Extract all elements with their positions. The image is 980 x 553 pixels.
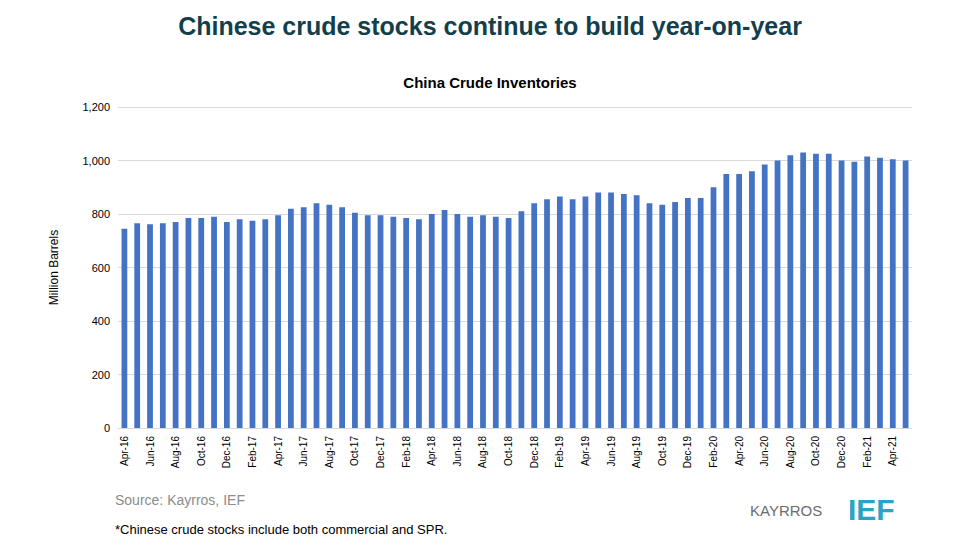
svg-text:Jun-20: Jun-20: [759, 436, 770, 467]
svg-text:Million Barrels: Million Barrels: [47, 230, 61, 305]
svg-text:400: 400: [92, 315, 110, 327]
svg-text:KAYRROS: KAYRROS: [750, 502, 822, 519]
svg-text:Jun-19: Jun-19: [606, 436, 617, 467]
svg-text:Feb-19: Feb-19: [554, 436, 565, 468]
svg-text:Aug-20: Aug-20: [785, 436, 796, 469]
svg-text:Apr-18: Apr-18: [426, 436, 437, 466]
svg-text:Source: Kayrros, IEF: Source: Kayrros, IEF: [115, 492, 245, 508]
svg-text:Jun-18: Jun-18: [452, 436, 463, 467]
svg-text:Oct-20: Oct-20: [810, 436, 821, 466]
svg-text:600: 600: [92, 262, 110, 274]
svg-text:Aug-19: Aug-19: [631, 436, 642, 469]
svg-text:Aug-17: Aug-17: [324, 436, 335, 469]
svg-text:*Chinese crude stocks include: *Chinese crude stocks include both comme…: [115, 522, 447, 537]
svg-text:Apr-20: Apr-20: [734, 436, 745, 466]
svg-text:Feb-18: Feb-18: [401, 436, 412, 468]
svg-text:Jun-17: Jun-17: [298, 436, 309, 467]
svg-text:1,200: 1,200: [82, 101, 110, 113]
svg-text:Dec-20: Dec-20: [836, 436, 847, 469]
svg-text:800: 800: [92, 208, 110, 220]
svg-text:Oct-16: Oct-16: [196, 436, 207, 466]
svg-text:Dec-17: Dec-17: [375, 436, 386, 469]
svg-text:1,000: 1,000: [82, 155, 110, 167]
svg-text:Feb-21: Feb-21: [862, 436, 873, 468]
svg-text:Jun-16: Jun-16: [145, 436, 156, 467]
svg-text:Apr-19: Apr-19: [580, 436, 591, 466]
svg-text:Apr-17: Apr-17: [273, 436, 284, 466]
svg-text:Feb-17: Feb-17: [247, 436, 258, 468]
svg-text:Dec-16: Dec-16: [221, 436, 232, 469]
svg-text:Aug-16: Aug-16: [170, 436, 181, 469]
svg-text:Chinese crude stocks continue: Chinese crude stocks continue to build y…: [178, 12, 802, 40]
svg-text:Feb-20: Feb-20: [708, 436, 719, 468]
svg-text:Aug-18: Aug-18: [477, 436, 488, 469]
svg-text:Dec-18: Dec-18: [529, 436, 540, 469]
svg-text:200: 200: [92, 369, 110, 381]
svg-text:Oct-18: Oct-18: [503, 436, 514, 466]
svg-text:IEF: IEF: [848, 493, 895, 526]
svg-text:Oct-19: Oct-19: [657, 436, 668, 466]
svg-text:Dec-19: Dec-19: [682, 436, 693, 469]
svg-text:Apr-21: Apr-21: [887, 436, 898, 466]
svg-text:Oct-17: Oct-17: [349, 436, 360, 466]
svg-text:0: 0: [104, 422, 110, 434]
svg-text:China Crude Inventories: China Crude Inventories: [403, 74, 576, 91]
svg-text:Apr-16: Apr-16: [119, 436, 130, 466]
